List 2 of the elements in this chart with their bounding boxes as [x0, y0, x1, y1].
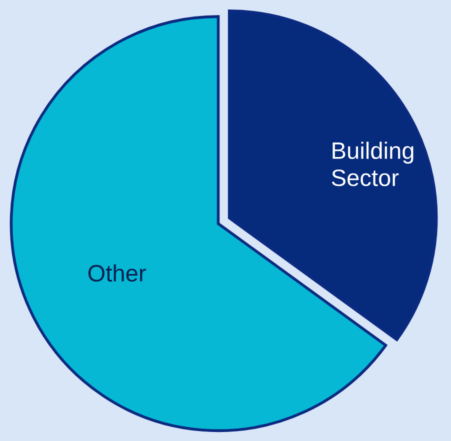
- slice-label: Other: [88, 264, 146, 282]
- slice-label: Building Sector: [332, 142, 414, 186]
